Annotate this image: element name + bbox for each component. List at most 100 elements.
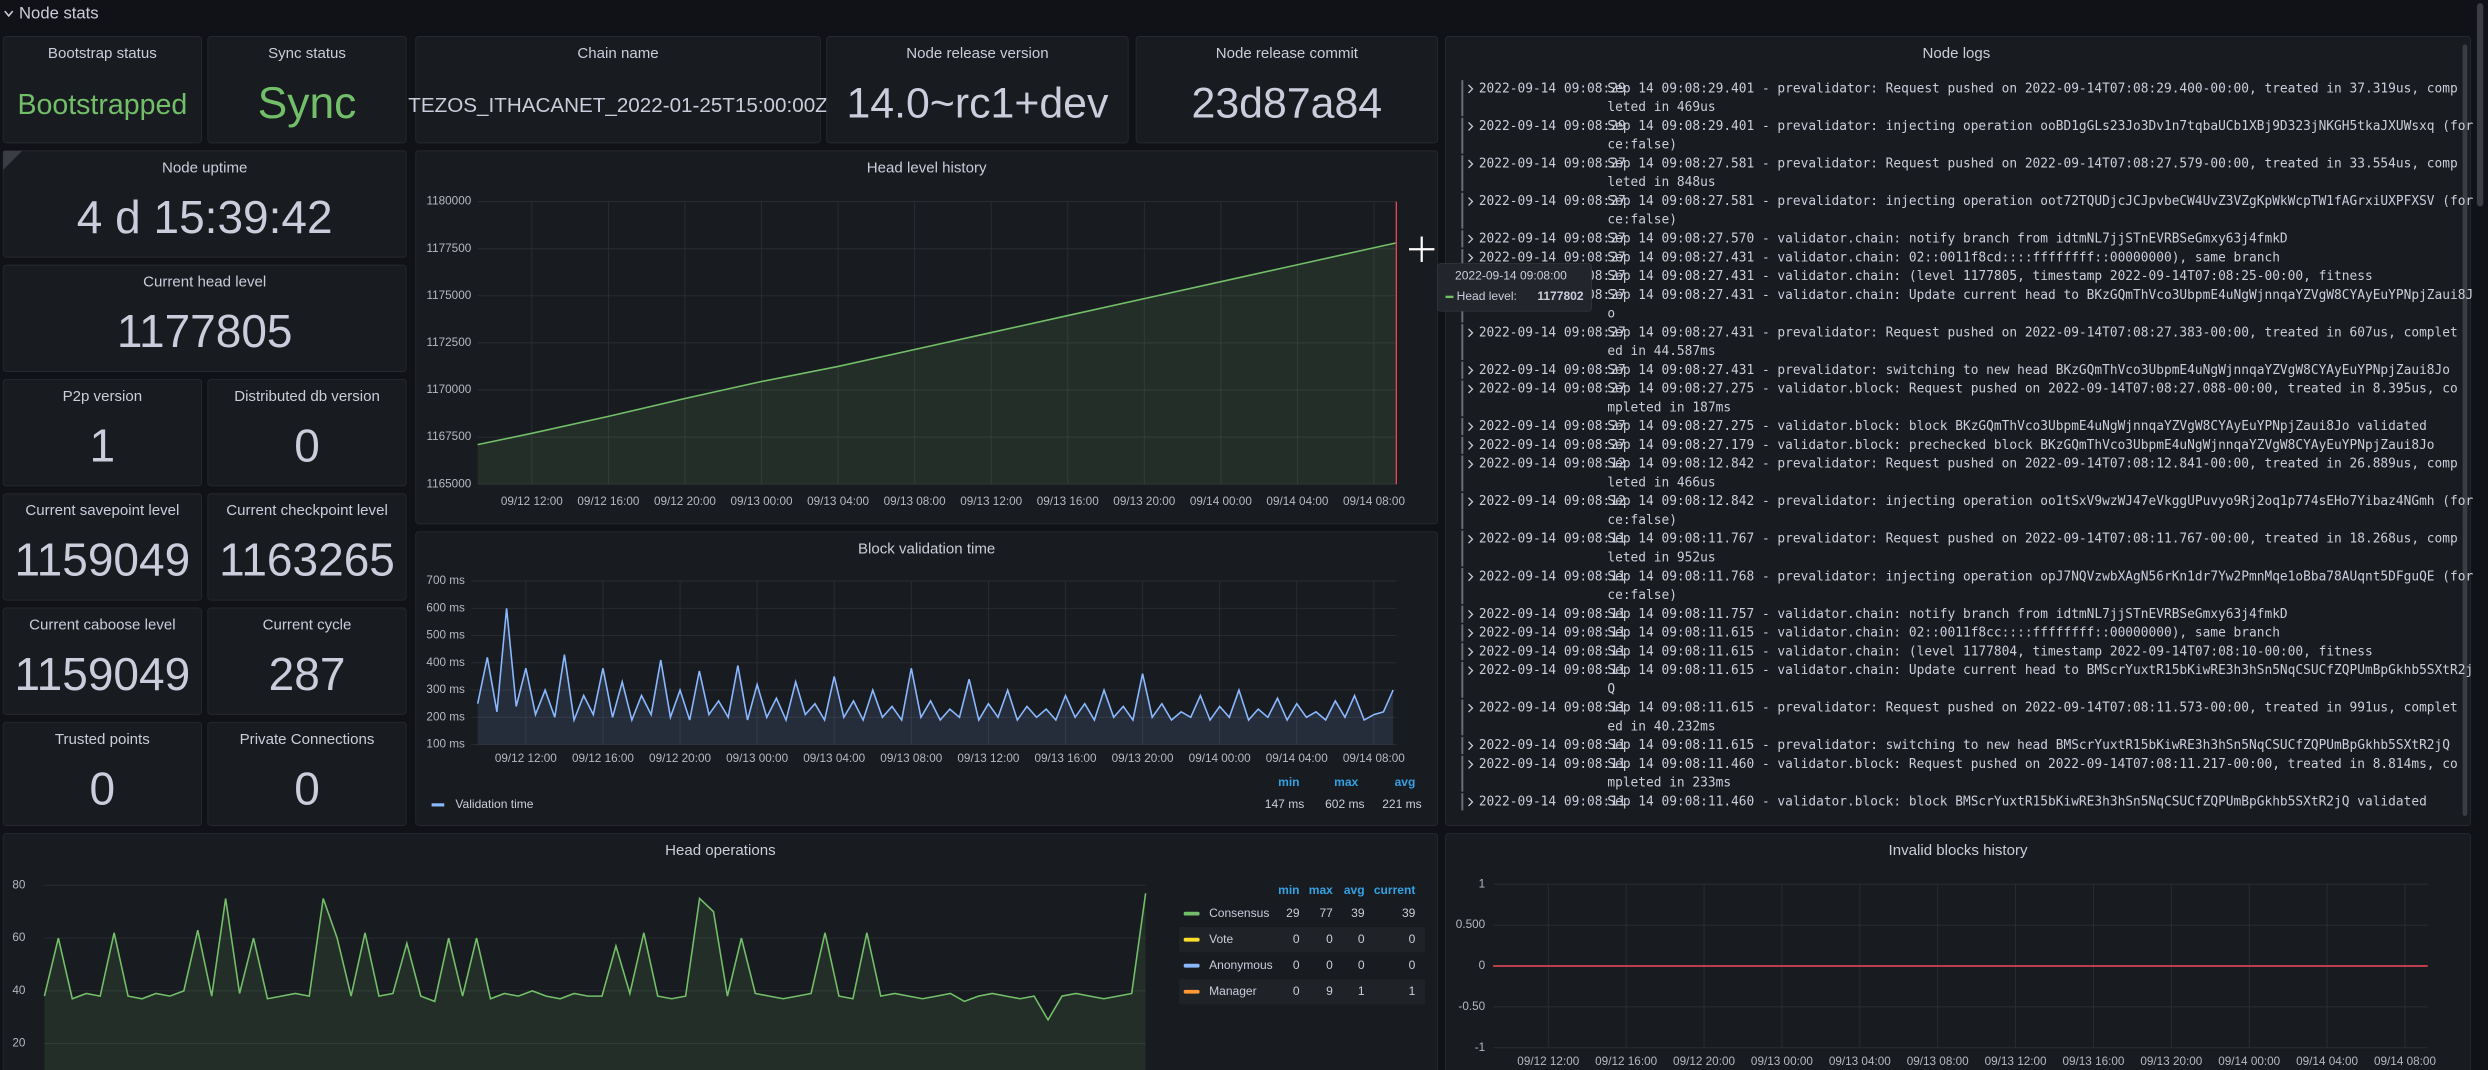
y-tick-label: 0.500 bbox=[1456, 918, 1486, 931]
log-level-bar bbox=[1461, 249, 1464, 267]
log-message: Sep 14 09:08:11.615 - validator.chain: 0… bbox=[1607, 626, 2280, 641]
x-tick-label: 09/14 04:00 bbox=[1266, 752, 1328, 765]
log-level-bar bbox=[1461, 230, 1464, 248]
x-tick-label: 09/13 16:00 bbox=[2062, 1055, 2124, 1068]
log-message: leted in 466us bbox=[1607, 475, 1715, 490]
legend-stat: 0 bbox=[1293, 958, 1300, 972]
log-level-bar bbox=[1461, 568, 1464, 604]
log-level-bar bbox=[1461, 530, 1464, 567]
log-level-bar bbox=[1461, 80, 1464, 117]
x-tick-label: 09/13 20:00 bbox=[2140, 1055, 2202, 1068]
panel bbox=[415, 36, 821, 144]
log-expand bbox=[1468, 703, 1474, 713]
log-level-bar bbox=[1461, 455, 1464, 492]
x-tick-label: 09/13 16:00 bbox=[1034, 752, 1096, 765]
log-expand bbox=[1468, 197, 1474, 206]
stat-title: Chain name bbox=[577, 45, 658, 62]
legend-header: avg bbox=[1395, 775, 1416, 789]
panel-title: Node logs bbox=[1923, 45, 1991, 62]
log-message: Sep 14 09:08:11.615 - prevalidator: Requ… bbox=[1607, 701, 2457, 716]
stat-value: 1177805 bbox=[117, 305, 293, 357]
log-time: 2022-09-14 09:08:11 bbox=[1479, 569, 1626, 584]
x-tick-label: 09/14 08:00 bbox=[1343, 495, 1405, 508]
log-message: leted in 848us bbox=[1607, 175, 1715, 190]
panel bbox=[207, 378, 407, 487]
y-tick-label: 1172500 bbox=[426, 336, 471, 349]
collapse-chevron[interactable] bbox=[4, 10, 14, 18]
x-tick-label: 09/12 20:00 bbox=[654, 495, 716, 508]
panel bbox=[1445, 832, 2472, 1070]
log-expand bbox=[1468, 459, 1474, 469]
legend-stat: 39 bbox=[1351, 906, 1365, 920]
x-tick-label: 09/14 04:00 bbox=[1266, 495, 1328, 508]
log-expand bbox=[1468, 159, 1474, 169]
log-level-bar bbox=[1461, 624, 1464, 642]
area-fill bbox=[477, 608, 1394, 745]
log-time: 2022-09-14 09:08:11 bbox=[1479, 738, 1626, 753]
x-tick-label: 09/12 20:00 bbox=[1673, 1055, 1735, 1068]
legend-swatch bbox=[1183, 963, 1200, 968]
stat-value: 1 bbox=[90, 419, 116, 471]
log-level-bar bbox=[1461, 605, 1464, 623]
x-tick-label: 09/13 08:00 bbox=[884, 495, 946, 508]
legend-stat: 0 bbox=[1326, 958, 1333, 972]
y-tick-label: 400 ms bbox=[426, 656, 465, 669]
log-message: Sep 14 09:08:12.842 - prevalidator: inje… bbox=[1607, 494, 2473, 509]
log-message: Sep 14 09:08:11.757 - validator.chain: n… bbox=[1607, 607, 2287, 622]
panel bbox=[2, 36, 202, 144]
log-time: 2022-09-14 09:08:11 bbox=[1479, 701, 1626, 716]
log-scrollbar bbox=[2462, 44, 2468, 816]
legend-row-bg bbox=[1178, 979, 1425, 1005]
log-time: 2022-09-14 09:08:27 bbox=[1479, 419, 1626, 434]
stat-title: Current head level bbox=[143, 274, 266, 291]
y-tick-label: 500 ms bbox=[426, 629, 465, 642]
legend-stat: 221 ms bbox=[1382, 797, 1422, 811]
legend-label: Validation time bbox=[455, 797, 533, 811]
log-message: Sep 14 09:08:27.431 - prevalidator: Requ… bbox=[1607, 325, 2457, 340]
tooltip-time: 2022-09-14 09:08:00 bbox=[1455, 268, 1567, 282]
panel bbox=[2, 607, 202, 715]
panel bbox=[2, 378, 202, 487]
tooltip-box bbox=[1437, 263, 1592, 312]
log-level-bar bbox=[1461, 492, 1464, 529]
log-time: 2022-09-14 09:08:27 bbox=[1479, 250, 1626, 265]
log-level-bar bbox=[1461, 793, 1464, 811]
log-expand bbox=[1468, 84, 1474, 94]
log-expand bbox=[1468, 797, 1474, 807]
legend-header: avg bbox=[1344, 883, 1365, 897]
log-message: ed in 40.232ms bbox=[1607, 719, 1715, 734]
stat-value: 1163265 bbox=[219, 534, 395, 586]
x-tick-label: 09/12 12:00 bbox=[501, 495, 563, 508]
log-message: Sep 14 09:08:11.767 - prevalidator: Requ… bbox=[1607, 532, 2457, 547]
legend-stat: 77 bbox=[1319, 906, 1333, 920]
log-time: 2022-09-14 09:08:11 bbox=[1479, 532, 1626, 547]
section-title[interactable]: Node stats bbox=[19, 4, 99, 23]
log-level-bar bbox=[1461, 736, 1464, 755]
stat-title: Trusted points bbox=[55, 731, 150, 748]
y-tick-label: 1167500 bbox=[426, 430, 471, 443]
x-tick-label: 09/12 16:00 bbox=[572, 752, 634, 765]
panel-title: Head level history bbox=[867, 159, 987, 176]
stat-value: 0 bbox=[294, 419, 320, 471]
series-line bbox=[477, 242, 1396, 446]
log-expand bbox=[1468, 647, 1474, 657]
log-time: 2022-09-14 09:08:27 bbox=[1479, 194, 1626, 209]
log-time: 2022-09-14 09:08:27 bbox=[1479, 382, 1626, 397]
y-tick-label: -1 bbox=[1475, 1041, 1485, 1054]
y-tick-label: 600 ms bbox=[426, 601, 465, 614]
y-tick-label: 1175000 bbox=[426, 289, 471, 302]
page-scrollbar[interactable] bbox=[2476, 3, 2484, 207]
stat-value: Sync bbox=[258, 79, 357, 128]
legend-stat: 0 bbox=[1358, 958, 1365, 972]
log-level-bar bbox=[1461, 699, 1464, 736]
log-message: Sep 14 09:08:11.615 - validator.chain: (… bbox=[1607, 644, 2372, 659]
x-tick-label: 09/12 16:00 bbox=[577, 495, 639, 508]
stat-value: 287 bbox=[269, 648, 346, 700]
stat-value: 14.0~rc1+dev bbox=[846, 80, 1109, 128]
stat-title: P2p version bbox=[63, 388, 143, 405]
log-time: 2022-09-14 09:08:27 bbox=[1479, 438, 1626, 453]
panel bbox=[2, 721, 202, 826]
legend-stat: 1 bbox=[1409, 984, 1416, 998]
series-line bbox=[476, 608, 1394, 724]
